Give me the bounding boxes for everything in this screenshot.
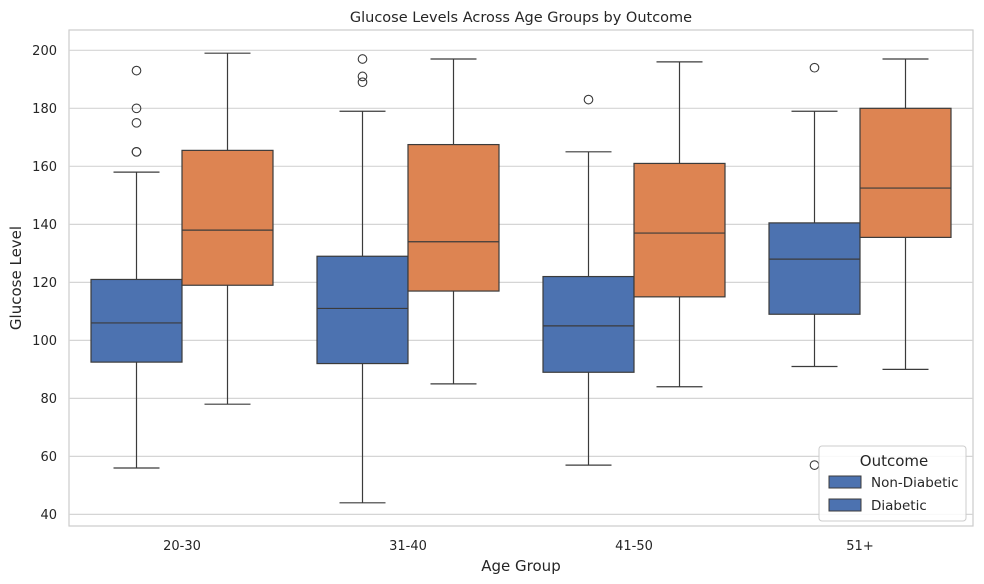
box-body [316,255,409,365]
box-non-diabetic-20-30 [90,65,183,469]
box-body [542,275,635,373]
outlier-point [583,94,594,105]
outlier-point [131,117,142,128]
y-tick-label: 120 [32,276,57,291]
y-tick-label: 180 [32,102,57,117]
box-diabetic-41-50 [633,61,726,388]
box-body [768,222,861,315]
x-tick-label: 31-40 [389,539,427,554]
box-non-diabetic-51+ [768,62,861,470]
legend: Outcome Non-Diabetic Diabetic [818,445,967,522]
outlier-point [131,103,142,114]
box-diabetic-31-40 [407,58,500,385]
x-tick-labels: 20-30 31-40 41-50 51+ [163,539,874,554]
box-body [859,107,952,238]
box-diabetic-20-30 [181,52,274,405]
x-tick-label: 51+ [846,539,873,554]
y-tick-label: 40 [40,508,57,523]
box-body [633,162,726,298]
outlier-point [131,146,142,157]
y-tick-label: 200 [32,44,57,59]
x-tick-label: 20-30 [163,539,201,554]
outlier-point [357,77,368,88]
y-tick-label: 100 [32,334,57,349]
box-body [407,143,500,292]
y-tick-label: 140 [32,218,57,233]
x-tick-label: 41-50 [615,539,653,554]
y-tick-label: 160 [32,160,57,175]
box-diabetic-51+ [859,58,952,370]
legend-swatch-diabetic [828,498,862,512]
box-non-diabetic-41-50 [542,94,635,466]
y-axis-title: Glucose Level [7,226,25,330]
box-body [181,149,274,286]
legend-title: Outcome [860,452,928,470]
chart-title: Glucose Levels Across Age Groups by Outc… [350,10,692,26]
outlier-point [357,71,368,82]
x-axis-title: Age Group [481,557,560,575]
boxes [90,52,952,504]
outlier-point [357,54,368,64]
y-tick-labels: 40 60 80 100 120 140 160 180 200 [32,44,57,523]
legend-label-diabetic: Diabetic [871,498,927,514]
outlier-point [809,62,820,73]
legend-swatch-non-diabetic [828,475,862,489]
box-body [90,278,183,363]
y-tick-label: 80 [40,392,57,407]
box-non-diabetic-31-40 [316,54,409,504]
outlier-point [131,65,142,76]
y-tick-label: 60 [40,450,57,465]
legend-label-non-diabetic: Non-Diabetic [871,475,959,491]
